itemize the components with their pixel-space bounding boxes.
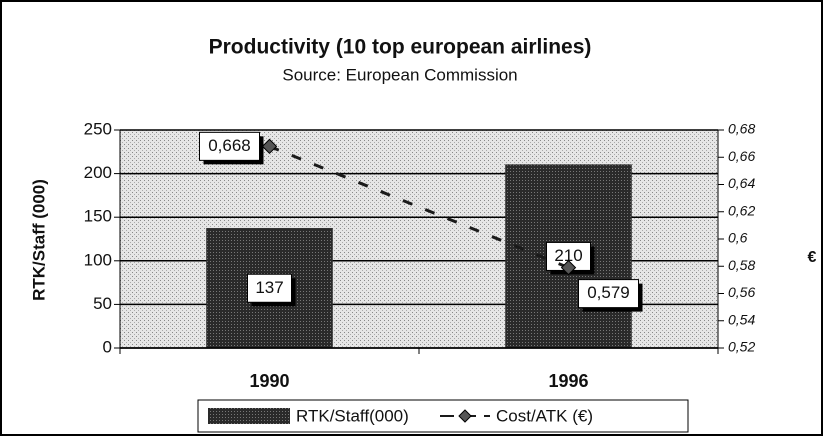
line-value-label: 0,579 [587,283,630,302]
bar-value-label: 210 [554,246,582,265]
line-marker [261,138,278,155]
x-tick-label: 1990 [249,371,289,391]
y-tick-label: 100 [84,250,112,269]
line-marker [560,259,577,276]
bar-value-label-box [247,273,292,303]
y-tick-label: 250 [84,119,112,138]
x-tick-label: 1996 [548,371,588,391]
y2-tick-label: 0,52 [728,339,755,355]
y-axis-label: RTK/Staff (000) [29,179,48,301]
y2-tick-label: 0,64 [728,175,755,191]
legend-label: RTK/Staff(000) [296,406,409,425]
line-value-label-box [578,279,639,309]
y2-tick-label: 0,68 [728,121,755,137]
bar-value-label: 137 [255,278,283,297]
y2-tick-label: 0,62 [728,202,755,218]
line-value-label: 0,668 [208,136,251,155]
y2-tick-label: 0,6 [728,230,748,246]
y2-tick-label: 0,66 [728,148,755,164]
legend-label: Cost/ATK (€) [496,406,593,425]
y2-tick-label: 0,54 [728,311,755,327]
y2-tick-label: 0,56 [728,284,755,300]
y-tick-label: 0 [103,337,112,356]
line-value-label-box [199,131,260,161]
y-tick-label: 50 [93,294,112,313]
y-tick-label: 200 [84,163,112,182]
legend-swatch [208,408,290,424]
line [268,144,570,270]
y2-tick-label: 0,58 [728,257,755,273]
y2-axis-label: € [808,249,817,266]
y-tick-label: 150 [84,207,112,226]
legend-marker [458,409,472,423]
chart-title: Productivity (10 top european airlines) [209,36,592,59]
chart-subtitle: Source: European Commission [282,65,517,84]
